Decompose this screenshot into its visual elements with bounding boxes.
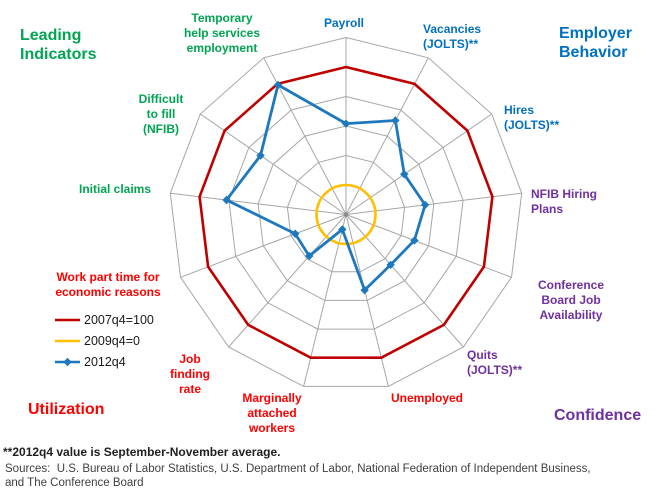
legend-label-2012q4: 2012q4 [84, 354, 126, 369]
axis-label-payroll: Payroll [323, 16, 365, 30]
legend-line-2007q4-icon [55, 318, 80, 321]
diamond-marker [256, 151, 265, 160]
radar-ring [169, 36, 523, 387]
sources-note: Sources: U.S. Bureau of Labor Statistics… [5, 463, 591, 489]
diamond-marker [386, 260, 395, 270]
footnote: **2012q4 value is September-November ave… [3, 445, 281, 459]
axis-label-vacancies: Vacancies (JOLTS)** [423, 22, 482, 51]
diamond-marker [222, 195, 231, 205]
axis-label-marginally-attached: Marginally attached workers [242, 391, 302, 435]
diamond-marker [360, 285, 369, 295]
legend-item-2009q4: 2009q4=0 [54, 330, 154, 351]
legend-item-2012q4: 2012q4 [54, 351, 154, 372]
diamond-marker [420, 200, 430, 210]
axis-label-unemployed: Unemployed [390, 391, 464, 405]
radar-grid [169, 36, 523, 387]
radar-ring [257, 125, 435, 301]
axis-label-job-finding-rate: Job finding rate [170, 352, 210, 396]
diamond-marker [273, 80, 283, 90]
axis-label-temp-help: Temporary help services employment [183, 11, 261, 55]
axis-label-cb-job-availability: Conference Board Job Availability [537, 278, 605, 322]
quadrant-title-leading-indicators: Leading Indicators [20, 27, 97, 63]
axis-label-difficult-to-fill: Difficult to fill (NFIB) [138, 92, 184, 136]
quadrant-title-employer-behavior: Employer Behavior [559, 25, 632, 61]
axis-label-hires: Hires (JOLTS)** [504, 103, 560, 132]
axis-label-initial-claims: Initial claims [79, 182, 152, 196]
legend-line-2009q4-icon [55, 339, 80, 342]
quadrant-title-confidence: Confidence [554, 407, 642, 424]
diamond-marker [305, 251, 314, 261]
legend-line-2012q4-icon [55, 357, 80, 366]
series-2009q4-0 [315, 183, 377, 246]
diamond-marker [391, 116, 400, 125]
diamond-marker [338, 225, 347, 234]
chart-legend: 2007q4=100 2009q4=0 2012q4 [54, 309, 154, 372]
legend-item-2007q4: 2007q4=100 [54, 309, 154, 330]
diamond-marker [341, 119, 351, 128]
quadrant-title-utilization: Utilization [28, 401, 105, 418]
radar-ring [228, 95, 464, 330]
series-2007q4-100 [198, 65, 494, 360]
radar-center-dot [343, 212, 349, 217]
legend-label-2007q4: 2007q4=100 [84, 312, 154, 327]
axis-label-work-part-time: Work part time for economic reasons [55, 270, 161, 299]
legend-label-2009q4: 2009q4=0 [84, 333, 140, 348]
radar-ring [286, 154, 406, 273]
axis-label-nfib-hiring-plans: NFIB Hiring Plans [531, 187, 597, 216]
diamond-marker [291, 229, 300, 238]
diamond-marker [400, 170, 409, 179]
axis-label-quits: Quits (JOLTS)** [467, 348, 523, 377]
diamond-marker [410, 236, 419, 245]
series-2012q4 [222, 80, 430, 295]
